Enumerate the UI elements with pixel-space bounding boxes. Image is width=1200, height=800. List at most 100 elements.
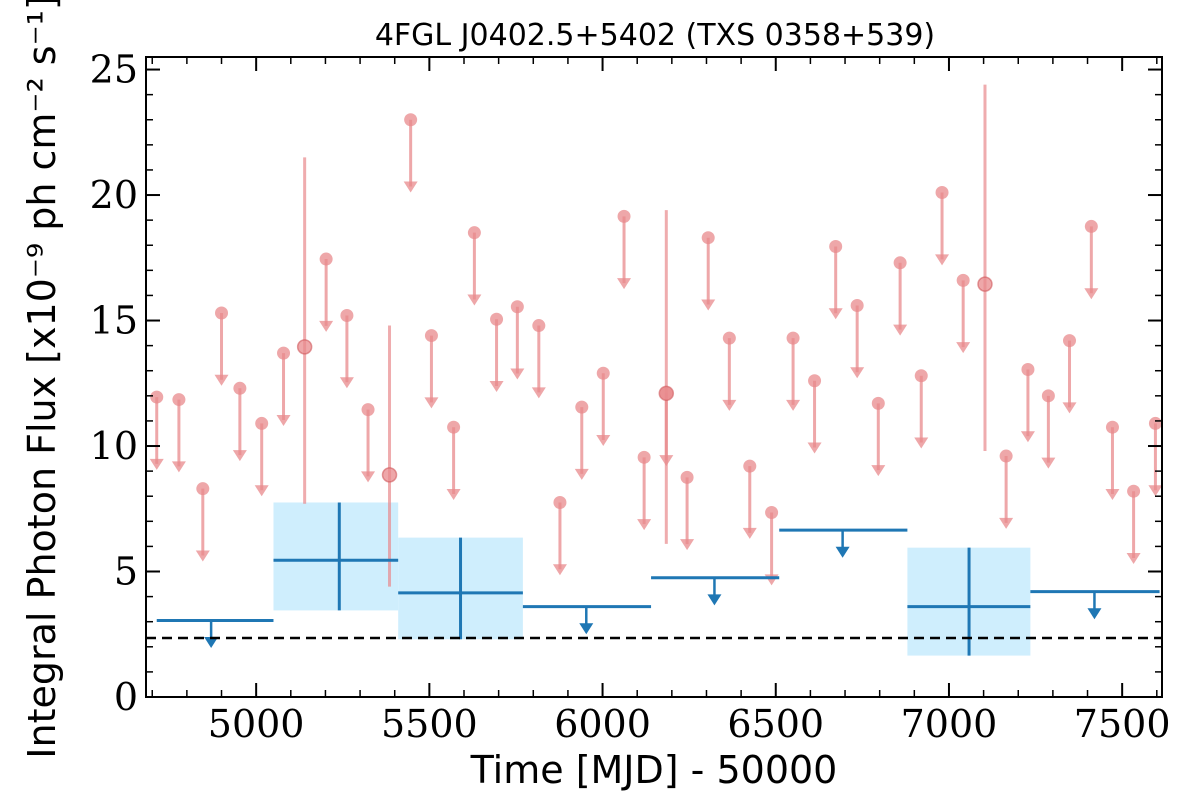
fine-upper-limit-point	[361, 403, 375, 417]
fine-upper-limit-arrow	[552, 564, 567, 576]
fine-upper-limit-arrow	[446, 488, 461, 500]
fine-upper-limit-arrow	[1105, 488, 1120, 500]
fine-upper-limit-arrow	[701, 299, 716, 311]
fine-upper-limit-point	[215, 306, 229, 320]
fine-upper-limit-point	[850, 298, 864, 312]
fine-upper-limit-point	[999, 449, 1013, 463]
fine-upper-limit-point	[150, 390, 164, 404]
x-axis-label: Time [MJD] - 50000	[470, 748, 838, 792]
fine-upper-limit-arrow	[424, 397, 439, 409]
fine-detection-point	[658, 385, 675, 402]
fine-detection-point	[977, 276, 993, 292]
fine-upper-limit-point	[617, 209, 631, 223]
y-tick-label: 0	[114, 675, 138, 719]
fine-upper-limit-point	[196, 482, 210, 496]
fine-upper-limit-arrow	[531, 387, 546, 399]
coarse-upper-limit-arrow	[707, 594, 722, 606]
fine-upper-limit-point	[172, 393, 186, 407]
fine-upper-limit-point	[701, 231, 715, 245]
fine-upper-limit-arrow	[403, 181, 418, 193]
x-tick-label: 6000	[554, 702, 651, 746]
fine-upper-limit-arrow	[149, 458, 164, 470]
x-tick-label: 7000	[901, 702, 998, 746]
plot-frame	[145, 56, 1163, 698]
fine-detection-point	[296, 339, 313, 355]
fine-upper-limit-point	[490, 312, 504, 326]
fine-upper-limit-arrow	[1020, 431, 1035, 443]
fine-upper-limit-arrow	[276, 414, 291, 426]
fine-upper-limit-arrow	[232, 450, 247, 462]
fine-upper-limit-point	[1041, 389, 1055, 403]
fine-upper-limit-point	[424, 329, 438, 343]
fine-upper-limit-point	[935, 186, 949, 200]
fine-upper-limit-arrow	[195, 550, 210, 562]
y-axis-label: Integral Photon Flux [x10⁻⁹ ph cm⁻² s⁻¹]	[20, 0, 64, 759]
fine-upper-limit-arrow	[1062, 402, 1077, 414]
fine-upper-limit-arrow	[914, 437, 929, 449]
coarse-upper-limit-arrow	[1087, 608, 1102, 620]
fine-upper-limit-point	[743, 459, 757, 473]
fine-upper-limit-point	[1148, 416, 1162, 430]
fine-upper-limit-point	[956, 273, 970, 287]
fine-upper-limit-arrow	[742, 527, 757, 539]
y-tick-label: 25	[90, 48, 138, 92]
y-tick-label: 15	[90, 299, 138, 343]
fine-upper-limit-point	[340, 309, 354, 323]
fine-upper-limit-arrow	[1126, 552, 1141, 564]
fine-upper-limit-arrow	[850, 367, 865, 379]
fine-upper-limit-point	[829, 239, 843, 253]
fine-upper-limit-point	[914, 369, 928, 383]
fine-upper-limit-point	[1021, 362, 1035, 376]
fine-upper-limit-arrow	[1084, 288, 1099, 300]
fine-upper-limit-arrow	[319, 320, 334, 332]
axis-ticks: 5000 5500 6000 6500 7000 7500 0 5 10 15 20 25	[90, 48, 1171, 746]
fine-detection-point	[381, 467, 398, 483]
fine-upper-limit-arrow	[489, 381, 504, 393]
fine-upper-limit-arrow	[1148, 485, 1163, 497]
fine-upper-limit-arrow	[786, 399, 801, 411]
fine-upper-limit-point	[680, 470, 694, 484]
fine-upper-limit-point	[637, 450, 651, 464]
fine-upper-limit-arrow	[617, 278, 632, 290]
fine-upper-limit-point	[467, 226, 481, 240]
fine-upper-limit-arrow	[214, 374, 229, 386]
fine-upper-limit-point	[808, 374, 822, 388]
fine-upper-limit-point	[1127, 484, 1141, 498]
fine-upper-limit-arrow	[956, 342, 971, 354]
fine-upper-limit-arrow	[596, 435, 611, 447]
fine-upper-limit-point	[871, 396, 885, 410]
fine-upper-limit-arrow	[828, 308, 843, 320]
fine-upper-limit-point	[553, 495, 567, 509]
fine-upper-limit-arrow	[361, 471, 376, 483]
y-tick-label: 20	[90, 173, 138, 217]
x-tick-label: 5000	[208, 702, 305, 746]
fine-upper-limit-point	[722, 331, 736, 345]
fine-upper-limit-point	[255, 416, 269, 430]
fine-upper-limit-arrow	[467, 294, 482, 306]
fine-upper-limit-arrow	[871, 465, 886, 477]
fine-upper-limit-arrow	[935, 254, 950, 266]
fine-upper-limit-point	[1105, 420, 1119, 434]
fine-upper-limit-point	[575, 400, 589, 414]
y-tick-label: 5	[114, 550, 138, 594]
fine-upper-limit-arrow	[339, 377, 354, 389]
fine-upper-limit-point	[596, 366, 610, 380]
fine-upper-limit-point	[404, 113, 418, 127]
fine-upper-limit-point	[277, 346, 291, 360]
y-tick-label: 10	[90, 424, 138, 468]
fine-upper-limit-arrow	[893, 324, 908, 336]
x-tick-label: 7500	[1074, 702, 1171, 746]
fine-upper-limit-arrow	[574, 468, 589, 480]
fine-upper-limit-arrow	[1041, 457, 1056, 469]
coarse-bin-box	[273, 502, 399, 611]
fine-upper-limit-arrow	[680, 539, 695, 551]
fine-upper-limit-point	[447, 420, 461, 434]
fine-upper-limit-arrow	[254, 485, 269, 497]
fine-upper-limit-point	[319, 252, 333, 266]
chart-title: 4FGL J0402.5+5402 (TXS 0358+539)	[375, 18, 935, 53]
fine-upper-limit-point	[786, 331, 800, 345]
coarse-upper-limit-arrow	[579, 623, 594, 635]
fine-upper-limit-arrow	[722, 399, 737, 411]
fine-upper-limit-point	[1084, 219, 1098, 233]
